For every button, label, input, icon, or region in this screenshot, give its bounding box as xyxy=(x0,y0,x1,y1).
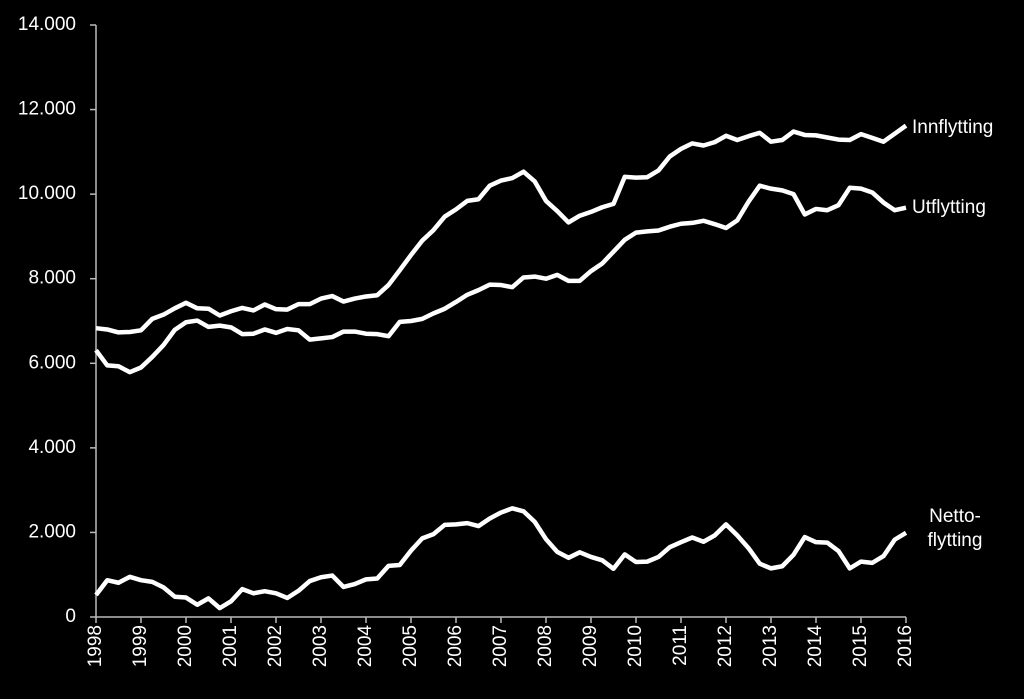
y-tick-label: 10.000 xyxy=(18,183,76,204)
x-tick-label: 2005 xyxy=(400,625,421,667)
y-tick-label: 8.000 xyxy=(28,268,76,289)
x-tick-label: 1999 xyxy=(130,625,151,667)
line-series xyxy=(95,123,908,335)
line-series xyxy=(94,183,907,375)
x-tick-label: 1998 xyxy=(85,625,106,667)
x-tick-label: 2004 xyxy=(355,625,376,668)
x-tick-label: 2009 xyxy=(580,625,601,667)
y-tick-label: 12.000 xyxy=(18,99,76,120)
y-tick-label: 0 xyxy=(65,606,76,627)
x-tick-label: 2007 xyxy=(490,625,511,667)
x-tick-label: 2010 xyxy=(625,625,646,667)
series-label: Netto- flytting xyxy=(927,506,983,551)
x-tick-label: 2001 xyxy=(220,625,241,667)
x-tick-label: 2011 xyxy=(670,625,691,666)
x-tick-label: 2003 xyxy=(310,625,331,667)
x-tick-label: 2015 xyxy=(850,625,871,667)
line-series xyxy=(94,506,908,611)
y-tick-label: 2.000 xyxy=(28,521,76,542)
x-tick-label: 2013 xyxy=(760,625,781,667)
x-tick-label: 2016 xyxy=(895,625,916,667)
series-label: Utflytting xyxy=(912,197,986,218)
x-tick-label: 2012 xyxy=(715,625,736,667)
x-tick-label: 2006 xyxy=(445,625,466,667)
x-tick-label: 2002 xyxy=(265,625,286,667)
y-tick-label: 6.000 xyxy=(28,352,76,373)
y-tick-label: 4.000 xyxy=(28,437,76,458)
x-tick-label: 2000 xyxy=(175,625,196,667)
x-tick-label: 2008 xyxy=(535,625,556,667)
y-tick-label: 14.000 xyxy=(18,14,76,35)
series-label: Innflytting xyxy=(912,117,994,138)
x-tick-label: 2014 xyxy=(805,625,826,668)
